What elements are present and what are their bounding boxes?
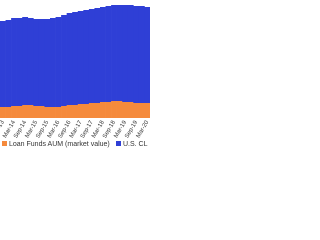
- bar: [50, 107, 56, 118]
- bar: [94, 8, 101, 103]
- bar: [144, 103, 150, 118]
- bar: [11, 18, 17, 106]
- bar: [33, 19, 40, 106]
- bar: [38, 106, 45, 118]
- bar: [61, 106, 67, 118]
- bar: [138, 103, 145, 118]
- page: {"chart_data": {"type": "bar", "stacked"…: [0, 0, 150, 150]
- bar: [5, 20, 12, 107]
- bar: [66, 105, 73, 118]
- bar: [11, 106, 17, 118]
- bar: [44, 19, 51, 107]
- bar: [33, 106, 40, 118]
- bar: [133, 6, 140, 103]
- bar: [61, 15, 67, 106]
- bar: [83, 104, 90, 118]
- bar: [144, 7, 150, 103]
- bar: [0, 21, 6, 107]
- legend-label: Loan Funds AUM (market value): [9, 141, 110, 148]
- bar: [111, 5, 117, 101]
- bar: [22, 105, 29, 118]
- bar: [16, 18, 23, 106]
- bar: [111, 101, 117, 118]
- bar: [100, 7, 106, 102]
- bar: [22, 17, 29, 105]
- bar: [133, 103, 140, 118]
- bar: [72, 105, 79, 118]
- bar: [105, 6, 112, 102]
- bar: [66, 13, 73, 105]
- bar: [138, 6, 145, 103]
- bar: [50, 18, 56, 107]
- bar: [88, 103, 95, 118]
- bar: [72, 12, 79, 105]
- bar: [83, 10, 90, 104]
- bar: [77, 104, 84, 118]
- bar: [55, 107, 62, 118]
- bar: [44, 107, 51, 118]
- bar: [88, 9, 95, 103]
- bar: [5, 107, 12, 118]
- chart: Sep-13Mar-14Sep-14Mar-15Sep-15Mar-16Sep-…: [0, 5, 150, 148]
- bar: [55, 17, 62, 107]
- bar: [116, 5, 123, 101]
- legend-label: U.S. CL: [123, 141, 148, 148]
- bar: [122, 5, 129, 102]
- bar: [27, 105, 34, 118]
- legend-swatch: [116, 141, 121, 146]
- bar: [16, 106, 23, 118]
- bar: [100, 102, 106, 118]
- bar: [127, 5, 134, 102]
- bar: [0, 107, 6, 118]
- bar: [105, 102, 112, 118]
- bar: [27, 18, 34, 105]
- bar: [94, 103, 101, 118]
- bar: [116, 101, 123, 118]
- bar: [127, 102, 134, 118]
- bar: [38, 19, 45, 106]
- bar: [77, 11, 84, 104]
- bar: [122, 102, 129, 118]
- legend-swatch: [2, 141, 7, 146]
